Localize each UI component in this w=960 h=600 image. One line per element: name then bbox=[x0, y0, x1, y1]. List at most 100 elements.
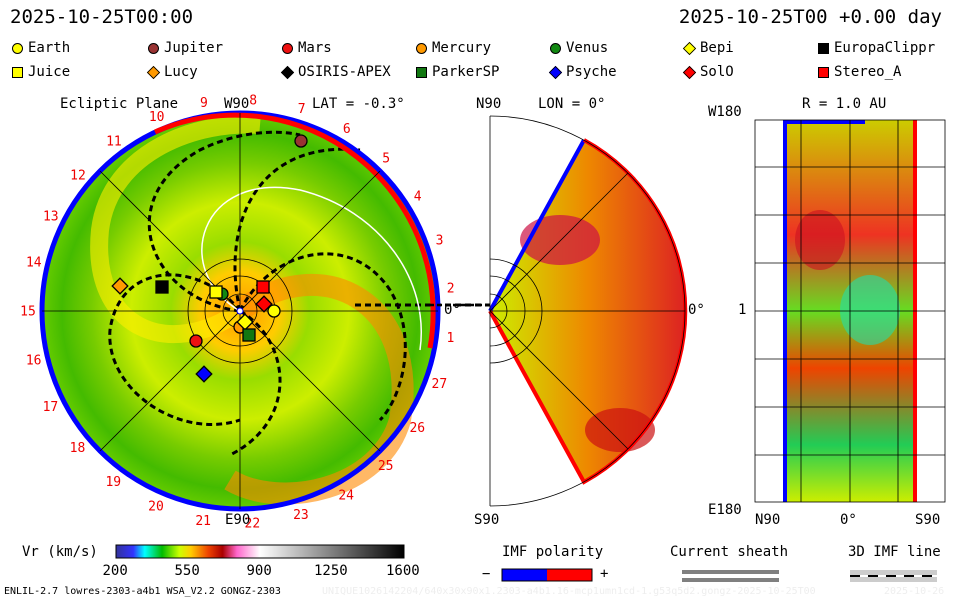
legend-item-juice: Juice bbox=[12, 64, 70, 80]
legend-item-solo: SolO bbox=[682, 64, 734, 80]
day-label: 1 bbox=[447, 331, 455, 346]
day-label: 18 bbox=[70, 441, 86, 456]
day-label: 14 bbox=[26, 256, 42, 271]
day-label: 5 bbox=[382, 151, 390, 166]
colorbar-tick: 1250 bbox=[314, 563, 348, 579]
radial-mid-label: 1 bbox=[738, 302, 747, 318]
body-bepi bbox=[236, 313, 254, 331]
current-sheath-title: Current sheath bbox=[670, 544, 789, 560]
day-label: 26 bbox=[409, 421, 425, 436]
ecliptic-plane-plot bbox=[39, 110, 490, 512]
radius-label: R = 1.0 AU bbox=[802, 96, 887, 112]
day-label: 27 bbox=[432, 377, 448, 392]
radial-top-label: W180 bbox=[708, 104, 742, 120]
legend-label: Psyche bbox=[566, 64, 617, 80]
model-info: ENLIL-2.7 lowres-2303-a4b1 WSA_V2.2 GONG… bbox=[4, 586, 281, 597]
day-label: 7 bbox=[298, 102, 306, 117]
day-label: 15 bbox=[20, 305, 36, 320]
body-europaclippr bbox=[155, 280, 169, 294]
legend-label: SolO bbox=[700, 64, 734, 80]
day-label: 6 bbox=[343, 122, 351, 137]
day-label: 23 bbox=[293, 508, 309, 523]
legend-label: Stereo_A bbox=[834, 64, 902, 80]
meridional-bottom-label: S90 bbox=[474, 512, 500, 528]
circle-marker-icon bbox=[416, 42, 427, 54]
current-sheath-swatch bbox=[682, 570, 779, 582]
ecliptic-top-label: W90 bbox=[224, 96, 250, 112]
imf-minus-label: − bbox=[482, 566, 491, 582]
body-stereo_a bbox=[256, 280, 270, 294]
square-marker-icon bbox=[818, 42, 829, 54]
legend-label: Mars bbox=[298, 40, 332, 56]
circle-marker-icon bbox=[282, 42, 293, 54]
body-juice bbox=[209, 285, 223, 299]
day-label: 25 bbox=[378, 459, 394, 474]
imf-line-title: 3D IMF line bbox=[848, 544, 941, 560]
square-marker-icon bbox=[416, 66, 427, 78]
colorbar-tick: 550 bbox=[174, 563, 200, 579]
ecliptic-title: Ecliptic Plane bbox=[60, 96, 179, 112]
legend-label: OSIRIS-APEX bbox=[298, 64, 391, 80]
body-psyche bbox=[195, 365, 213, 383]
day-label: 19 bbox=[105, 475, 121, 490]
day-label: 3 bbox=[436, 234, 444, 249]
legend-label: Mercury bbox=[432, 40, 492, 56]
body-solo bbox=[255, 295, 273, 313]
square-marker-icon bbox=[12, 66, 23, 78]
day-label: 9 bbox=[200, 96, 208, 111]
body-parkersp bbox=[242, 328, 256, 342]
radial-x-mid: 0° bbox=[840, 512, 857, 528]
day-label: 11 bbox=[106, 135, 122, 150]
day-label: 10 bbox=[149, 110, 165, 125]
run-date: 2025-10-26 bbox=[884, 586, 945, 597]
legend-item-earth: Earth bbox=[12, 40, 70, 56]
imf-line-swatch bbox=[850, 570, 937, 582]
elapsed-time: 2025-10-25T00 +0.00 day bbox=[678, 6, 942, 28]
legend-item-bepi: Bepi bbox=[682, 40, 734, 56]
longitude-label: LON = 0° bbox=[538, 96, 606, 112]
legend-item-venus: Venus bbox=[550, 40, 608, 56]
body-mars bbox=[189, 334, 203, 348]
legend-item-psyche: Psyche bbox=[548, 64, 617, 80]
circle-marker-icon bbox=[148, 42, 159, 54]
body-lucy bbox=[111, 277, 129, 295]
imf-polarity-bar bbox=[501, 568, 593, 582]
day-label: 8 bbox=[249, 93, 257, 108]
radial-x-right: S90 bbox=[915, 512, 941, 528]
radial-x-left: N90 bbox=[755, 512, 781, 528]
day-label: 20 bbox=[148, 500, 164, 515]
radial-plot bbox=[754, 119, 946, 503]
latitude-label: LAT = -0.3° bbox=[312, 96, 405, 112]
circle-marker-icon bbox=[12, 42, 23, 54]
colorbar-tick: 900 bbox=[246, 563, 272, 579]
body-earth bbox=[267, 304, 281, 318]
legend-item-osiris-apex: OSIRIS-APEX bbox=[280, 64, 391, 80]
legend-label: Earth bbox=[28, 40, 71, 56]
legend-label: Lucy bbox=[164, 64, 198, 80]
legend-label: Venus bbox=[566, 40, 609, 56]
day-label: 4 bbox=[414, 189, 422, 204]
colorbar-tick: 200 bbox=[102, 563, 128, 579]
meridional-top-label: N90 bbox=[476, 96, 502, 112]
sun-icon bbox=[236, 307, 244, 315]
meridional-plot bbox=[430, 115, 688, 507]
meridional-right-label: 0° bbox=[688, 302, 705, 318]
legend-label: ParkerSP bbox=[432, 64, 500, 80]
legend-item-mercury: Mercury bbox=[416, 40, 491, 56]
radial-bottom-label: E180 bbox=[708, 502, 742, 518]
legend-item-mars: Mars bbox=[282, 40, 332, 56]
circle-marker-icon bbox=[550, 42, 561, 54]
imf-plus-label: + bbox=[600, 566, 609, 582]
run-id: UNIQUE1026142204/640x30x90x1.2303-a4b1.1… bbox=[322, 586, 816, 597]
legend-item-jupiter: Jupiter bbox=[148, 40, 223, 56]
day-label: 2 bbox=[447, 282, 455, 297]
day-label: 17 bbox=[43, 400, 59, 415]
legend-item-lucy: Lucy bbox=[146, 64, 198, 80]
legend-item-europaclippr: EuropaClippr bbox=[818, 40, 935, 56]
legend-label: Juice bbox=[28, 64, 71, 80]
legend-label: Bepi bbox=[700, 40, 734, 56]
legend-label: EuropaClippr bbox=[834, 40, 936, 56]
day-label: 22 bbox=[245, 517, 261, 532]
